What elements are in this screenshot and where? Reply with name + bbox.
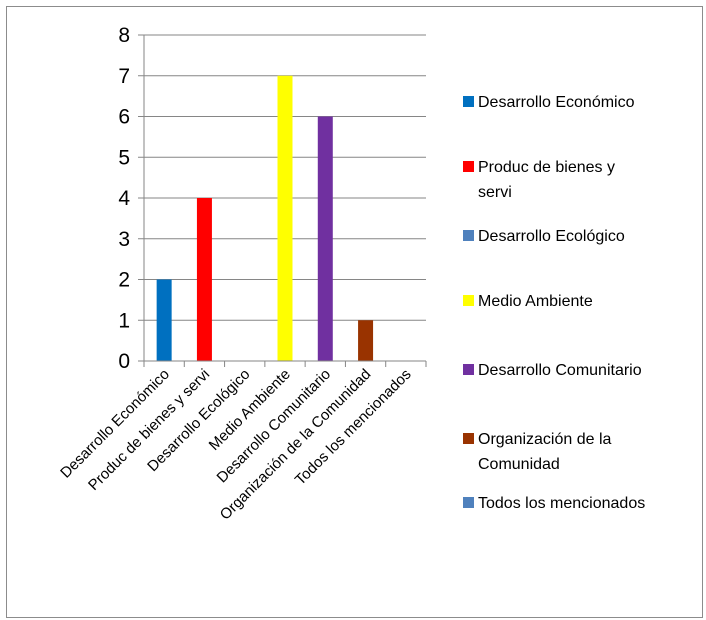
bar <box>196 198 212 361</box>
y-tick-label: 7 <box>118 65 130 88</box>
legend-swatch <box>463 295 474 306</box>
bar <box>358 320 374 361</box>
bar <box>317 116 333 361</box>
y-tick-label: 6 <box>118 106 130 129</box>
legend-item: Desarrollo Ecológico <box>463 228 625 245</box>
legend-label: Desarrollo Comunitario <box>478 362 642 379</box>
legend-label: servi <box>478 184 512 201</box>
legend-label: Organización de la <box>478 431 612 448</box>
legend-swatch <box>463 364 474 375</box>
legend-swatch <box>463 497 474 508</box>
y-tick-label: 3 <box>118 228 130 251</box>
legend-item: Todos los mencionados <box>463 495 645 512</box>
legend-label: Todos los mencionados <box>478 495 645 512</box>
y-tick-label: 8 <box>118 24 130 47</box>
y-tick-label: 5 <box>118 146 130 169</box>
legend-label: Comunidad <box>478 456 560 473</box>
bar <box>156 279 172 361</box>
legend-item: Desarrollo Económico <box>463 94 635 111</box>
legend-swatch <box>463 433 474 444</box>
legend-label: Produc de bienes y <box>478 159 615 176</box>
legend-label: Medio Ambiente <box>478 293 593 310</box>
bars <box>156 75 374 361</box>
legend-item: Organización de la Comunidad <box>463 431 612 473</box>
legend-label: Desarrollo Económico <box>478 94 635 111</box>
legend-item: Desarrollo Comunitario <box>463 362 642 379</box>
legend-swatch <box>463 96 474 107</box>
y-tick-label: 0 <box>118 350 130 373</box>
y-tick-labels: 0 1 2 3 4 5 6 7 8 <box>118 24 130 373</box>
y-tick-label: 4 <box>118 187 130 210</box>
legend-swatch <box>463 161 474 172</box>
y-tick-label: 1 <box>118 309 130 332</box>
legend: Desarrollo Económico Produc de bienes y se… <box>463 94 645 512</box>
legend-label: Desarrollo Ecológico <box>478 228 625 245</box>
chart-frame <box>6 6 703 618</box>
legend-swatch <box>463 230 474 241</box>
legend-item: Produc de bienes y servi <box>463 159 615 201</box>
axes <box>138 34 427 367</box>
bar <box>277 75 293 361</box>
legend-item: Medio Ambiente <box>463 293 593 310</box>
y-tick-label: 2 <box>118 269 130 292</box>
